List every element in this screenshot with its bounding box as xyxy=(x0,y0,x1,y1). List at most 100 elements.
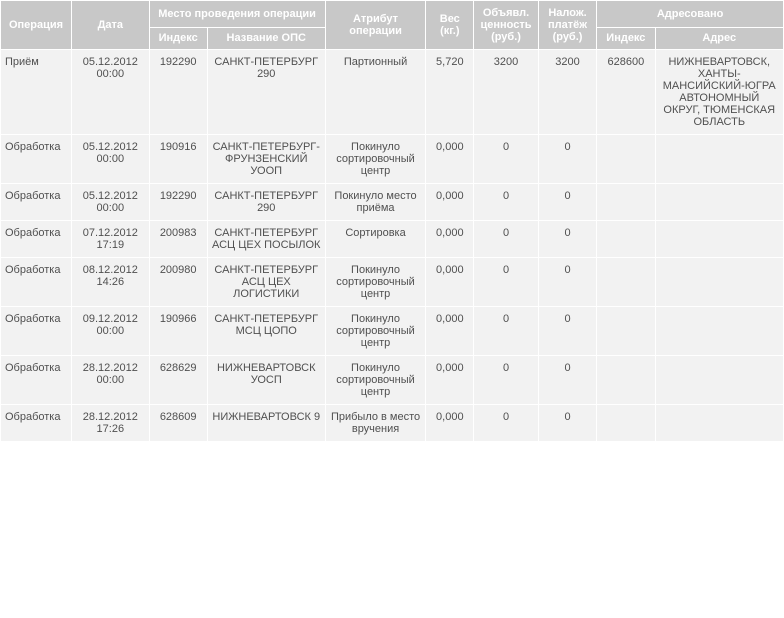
cell-index: 190966 xyxy=(150,307,207,355)
table-row: Обработка05.12.2012 00:00192290САНКТ-ПЕТ… xyxy=(1,184,783,220)
cell-operation: Обработка xyxy=(1,258,71,306)
col-cod: Налож. платёж (руб.) xyxy=(539,1,596,49)
cell-ops-name: САНКТ-ПЕТЕРБУРГ МСЦ ЦОПО xyxy=(208,307,325,355)
cell-operation: Обработка xyxy=(1,356,71,404)
cell-ops-name: САНКТ-ПЕТЕРБУРГ АСЦ ЦЕХ ЛОГИСТИКИ xyxy=(208,258,325,306)
cell-operation: Обработка xyxy=(1,307,71,355)
cell-declared-value: 0 xyxy=(474,307,538,355)
cell-declared-value: 0 xyxy=(474,356,538,404)
table-row: Приём05.12.2012 00:00192290САНКТ-ПЕТЕРБУ… xyxy=(1,50,783,134)
cell-index: 200983 xyxy=(150,221,207,257)
col-declared-value: Объявл. ценность (руб.) xyxy=(474,1,538,49)
cell-cod: 3200 xyxy=(539,50,596,134)
cell-index: 628629 xyxy=(150,356,207,404)
table-body: Приём05.12.2012 00:00192290САНКТ-ПЕТЕРБУ… xyxy=(1,50,783,441)
col-attribute: Атрибут операции xyxy=(326,1,426,49)
cell-attribute: Покинуло сортировочный центр xyxy=(326,258,426,306)
cell-weight: 0,000 xyxy=(426,135,473,183)
cell-addr-index xyxy=(597,135,654,183)
cell-addr-address xyxy=(656,307,783,355)
table-header: Операция Дата Место проведения операции … xyxy=(1,1,783,49)
cell-weight: 0,000 xyxy=(426,356,473,404)
cell-date: 05.12.2012 00:00 xyxy=(72,184,148,220)
cell-addr-address xyxy=(656,221,783,257)
cell-date: 05.12.2012 00:00 xyxy=(72,50,148,134)
col-place-index: Индекс xyxy=(150,28,207,49)
tracking-table: Операция Дата Место проведения операции … xyxy=(0,0,784,442)
cell-attribute: Прибыло в место вручения xyxy=(326,405,426,441)
col-weight: Вес (кг.) xyxy=(426,1,473,49)
cell-addr-index xyxy=(597,184,654,220)
cell-operation: Обработка xyxy=(1,405,71,441)
cell-ops-name: САНКТ-ПЕТЕРБУРГ 290 xyxy=(208,184,325,220)
cell-declared-value: 3200 xyxy=(474,50,538,134)
cell-addr-index xyxy=(597,307,654,355)
col-operation: Операция xyxy=(1,1,71,49)
table-row: Обработка09.12.2012 00:00190966САНКТ-ПЕТ… xyxy=(1,307,783,355)
cell-cod: 0 xyxy=(539,135,596,183)
cell-declared-value: 0 xyxy=(474,135,538,183)
cell-operation: Обработка xyxy=(1,135,71,183)
table-row: Обработка28.12.2012 00:00628629НИЖНЕВАРТ… xyxy=(1,356,783,404)
cell-cod: 0 xyxy=(539,184,596,220)
table-row: Обработка05.12.2012 00:00190916САНКТ-ПЕТ… xyxy=(1,135,783,183)
cell-attribute: Партионный xyxy=(326,50,426,134)
col-addressed: Адресовано xyxy=(597,1,783,27)
cell-operation: Приём xyxy=(1,50,71,134)
cell-attribute: Покинуло сортировочный центр xyxy=(326,135,426,183)
cell-weight: 0,000 xyxy=(426,184,473,220)
cell-ops-name: САНКТ-ПЕТЕРБУРГ АСЦ ЦЕХ ПОСЫЛОК xyxy=(208,221,325,257)
cell-index: 628609 xyxy=(150,405,207,441)
col-addr-index: Индекс xyxy=(597,28,654,49)
cell-addr-address xyxy=(656,184,783,220)
cell-weight: 0,000 xyxy=(426,307,473,355)
cell-attribute: Сортировка xyxy=(326,221,426,257)
cell-addr-index xyxy=(597,221,654,257)
cell-weight: 0,000 xyxy=(426,405,473,441)
col-place: Место проведения операции xyxy=(150,1,325,27)
cell-ops-name: НИЖНЕВАРТОВСК УОСП xyxy=(208,356,325,404)
col-addr-address: Адрес xyxy=(656,28,783,49)
cell-date: 05.12.2012 00:00 xyxy=(72,135,148,183)
cell-date: 28.12.2012 00:00 xyxy=(72,356,148,404)
cell-index: 200980 xyxy=(150,258,207,306)
cell-addr-index xyxy=(597,356,654,404)
cell-cod: 0 xyxy=(539,307,596,355)
cell-cod: 0 xyxy=(539,221,596,257)
cell-date: 07.12.2012 17:19 xyxy=(72,221,148,257)
cell-attribute: Покинуло сортировочный центр xyxy=(326,307,426,355)
cell-addr-index xyxy=(597,258,654,306)
cell-addr-index xyxy=(597,405,654,441)
cell-declared-value: 0 xyxy=(474,258,538,306)
table-row: Обработка28.12.2012 17:26628609НИЖНЕВАРТ… xyxy=(1,405,783,441)
cell-index: 192290 xyxy=(150,184,207,220)
cell-addr-address: НИЖНЕВАРТОВСК, ХАНТЫ-МАНСИЙСКИЙ-ЮГРА АВТ… xyxy=(656,50,783,134)
cell-ops-name: НИЖНЕВАРТОВСК 9 xyxy=(208,405,325,441)
cell-attribute: Покинуло место приёма xyxy=(326,184,426,220)
cell-weight: 0,000 xyxy=(426,258,473,306)
cell-weight: 5,720 xyxy=(426,50,473,134)
cell-addr-address xyxy=(656,405,783,441)
cell-addr-address xyxy=(656,135,783,183)
cell-cod: 0 xyxy=(539,405,596,441)
cell-index: 192290 xyxy=(150,50,207,134)
cell-date: 09.12.2012 00:00 xyxy=(72,307,148,355)
cell-operation: Обработка xyxy=(1,221,71,257)
cell-ops-name: САНКТ-ПЕТЕРБУРГ-ФРУНЗЕНСКИЙ УООП xyxy=(208,135,325,183)
cell-attribute: Покинуло сортировочный центр xyxy=(326,356,426,404)
table-row: Обработка07.12.2012 17:19200983САНКТ-ПЕТ… xyxy=(1,221,783,257)
cell-declared-value: 0 xyxy=(474,221,538,257)
cell-cod: 0 xyxy=(539,356,596,404)
cell-index: 190916 xyxy=(150,135,207,183)
col-place-name: Название ОПС xyxy=(208,28,325,49)
cell-cod: 0 xyxy=(539,258,596,306)
cell-declared-value: 0 xyxy=(474,184,538,220)
cell-declared-value: 0 xyxy=(474,405,538,441)
cell-date: 08.12.2012 14:26 xyxy=(72,258,148,306)
cell-date: 28.12.2012 17:26 xyxy=(72,405,148,441)
cell-operation: Обработка xyxy=(1,184,71,220)
table-row: Обработка08.12.2012 14:26200980САНКТ-ПЕТ… xyxy=(1,258,783,306)
cell-ops-name: САНКТ-ПЕТЕРБУРГ 290 xyxy=(208,50,325,134)
cell-addr-address xyxy=(656,356,783,404)
col-date: Дата xyxy=(72,1,148,49)
